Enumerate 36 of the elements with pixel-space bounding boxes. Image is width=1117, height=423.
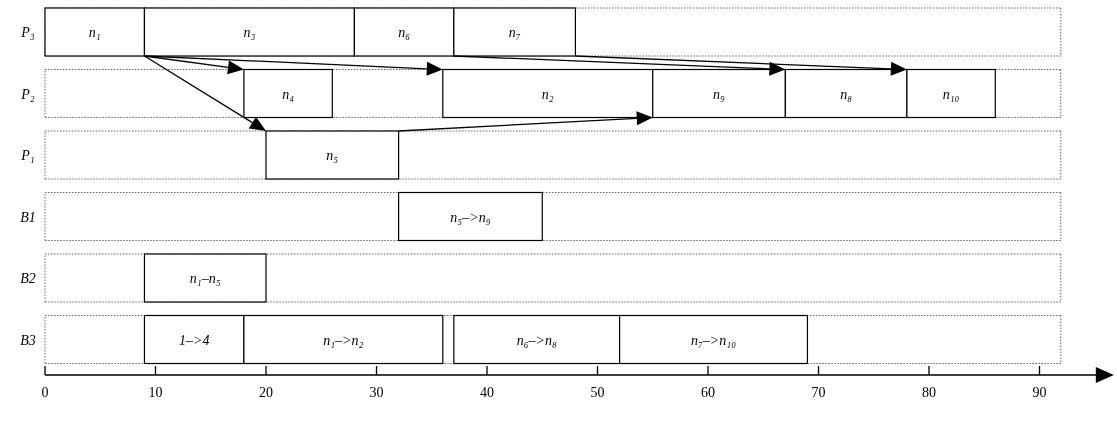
- y-tick-label: B3: [20, 332, 36, 348]
- data-label: n₈: [840, 86, 853, 102]
- x-tick-label: 10: [148, 385, 163, 400]
- data-label: n₂: [541, 86, 554, 102]
- x-tick-label: 80: [922, 385, 936, 400]
- data-label: 1–>4: [178, 332, 210, 348]
- x-tick-label: 50: [590, 385, 605, 400]
- data-label: n₁: [88, 25, 101, 40]
- data-label: n₇–>n₁₀: [690, 332, 737, 348]
- data-label: n₅: [326, 148, 339, 163]
- y-tick-label: P₁: [20, 148, 35, 163]
- data-label: n₁–n₅: [189, 271, 221, 286]
- x-tick-label: 60: [701, 385, 715, 400]
- x-tick-label: 40: [480, 385, 494, 400]
- data-label: n₃: [243, 25, 256, 40]
- y-tick-label: B1: [20, 209, 36, 225]
- x-tick-label: 90: [1032, 385, 1047, 400]
- data-label: n₉: [713, 86, 726, 102]
- x-tick-label: 0: [41, 385, 49, 400]
- bar: [265, 130, 400, 180]
- data-label: n₅–>n₉: [450, 209, 491, 225]
- bar: [398, 191, 543, 242]
- data-label: n₁–>n₂: [323, 332, 364, 348]
- x-tick-label: 70: [811, 385, 826, 400]
- y-tick-label: B2: [20, 271, 36, 286]
- data-label: n₆: [398, 25, 411, 40]
- data-label: n₁₀: [942, 86, 960, 102]
- y-tick-label: P₂: [20, 86, 35, 102]
- bar: [243, 68, 333, 119]
- data-label: n₇: [508, 25, 521, 40]
- y-tick-label: P₃: [20, 25, 35, 40]
- x-tick-label: 20: [259, 385, 273, 400]
- data-label: n₆–>n₈: [516, 332, 557, 348]
- x-tick-label: 30: [369, 385, 384, 400]
- data-label: n₄: [282, 86, 295, 102]
- bar: [143, 253, 267, 303]
